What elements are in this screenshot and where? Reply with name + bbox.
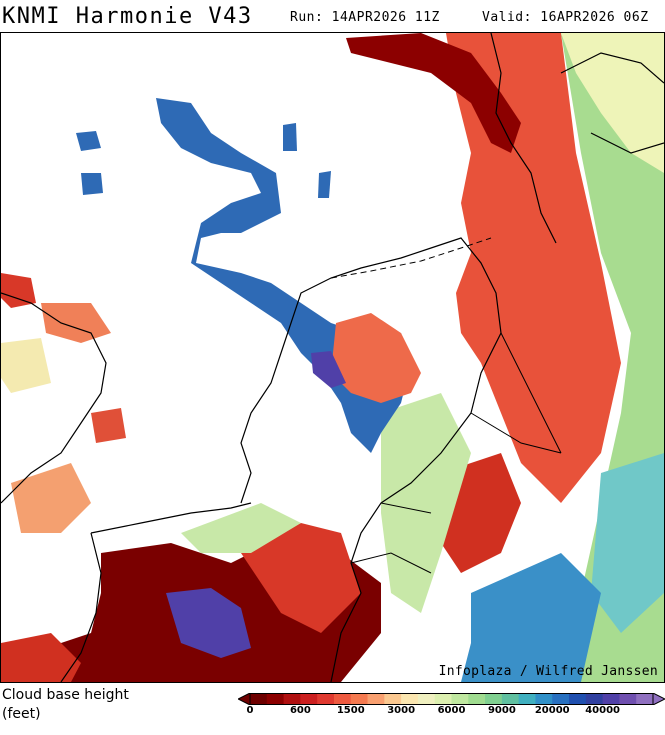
cloud-band-darkred-north	[346, 33, 521, 153]
cloud-band-orange-west	[41, 303, 111, 343]
cloud-band-orange-sw	[11, 463, 91, 533]
colorbar-swatch	[535, 693, 553, 705]
colorbar-outline	[249, 693, 654, 705]
cloud-band-orange-ijssel	[331, 313, 421, 403]
colorbar-swatch	[417, 693, 436, 705]
colorbar-swatch	[434, 693, 452, 705]
colorbar-swatch	[283, 693, 301, 705]
app-title: KNMI Harmonie V43	[2, 4, 253, 29]
legend-tick-label: 0	[246, 705, 254, 716]
credit-label: Infoplaza / Wilfred Janssen	[438, 664, 658, 679]
cloud-band-green-center	[381, 393, 471, 613]
colorbar-swatch	[602, 693, 620, 705]
colorbar-swatch	[468, 693, 486, 705]
cloud-band-blue-small4	[318, 171, 331, 198]
cloud-band-yellow-northeast	[561, 33, 664, 173]
colorbar-swatch	[518, 693, 536, 705]
colorbar-swatch	[401, 693, 419, 705]
cloud-band-blue-small1	[76, 131, 101, 151]
cloud-band-purple-center	[311, 351, 346, 388]
cloud-band-red-east	[446, 33, 621, 503]
legend-tick-label: 9000	[487, 705, 516, 716]
cloud-band-blue-small2	[81, 173, 103, 195]
cloud-band-red-west2	[91, 408, 126, 443]
cloud-band-blue-southeast	[461, 553, 601, 682]
legend-tick-label: 600	[289, 705, 311, 716]
colorbar-swatch	[569, 693, 587, 705]
sea-boundary	[330, 237, 492, 279]
cloud-band-red-southwest	[241, 523, 361, 633]
legend-title-line1: Cloud base height	[2, 687, 129, 703]
colorbar-swatch	[350, 693, 369, 705]
coastline-france	[60, 502, 252, 682]
colorbar-swatch	[501, 693, 520, 705]
colorbar-swatch	[266, 693, 285, 705]
map-panel: Infoplaza / Wilfred Janssen	[0, 32, 665, 683]
header: KNMI Harmonie V43 Run: 14APR2026 11Z Val…	[0, 0, 665, 32]
colorbar-swatch	[485, 693, 503, 705]
cloud-band-green-south	[181, 503, 301, 553]
colorbar-swatch	[619, 693, 637, 705]
coastline-netherlands	[240, 237, 502, 682]
legend-tick-label: 3000	[387, 705, 416, 716]
legend-title-line2: (feet)	[2, 706, 41, 722]
legend-tick-label: 40000	[585, 705, 621, 716]
colorbar-swatch	[333, 693, 352, 705]
coastline-uk	[1, 292, 107, 504]
colorbar-swatch	[367, 693, 385, 705]
colorbar-swatch	[384, 693, 402, 705]
coastline-denmark	[490, 33, 664, 244]
colorbar-swatch	[552, 693, 570, 705]
legend-tick-label: 1500	[336, 705, 365, 716]
colorbar-swatch	[250, 693, 268, 705]
legend-tick-label: 6000	[437, 705, 466, 716]
colorbar-swatch	[636, 693, 654, 705]
cloud-band-yellow-west	[1, 338, 51, 393]
colorbar-arrow-left	[238, 693, 251, 705]
colorbar-swatch	[585, 693, 604, 705]
colorbar-swatch	[300, 693, 318, 705]
colorbar-swatch	[317, 693, 335, 705]
cloud-band-purple-southwest	[166, 588, 251, 658]
cloud-band-blue-small3	[283, 123, 297, 151]
forecast-map	[1, 33, 664, 682]
legend-tick-label: 20000	[534, 705, 570, 716]
cloud-band-lightblue-east	[591, 453, 664, 633]
border-lines	[350, 332, 562, 574]
valid-time-label: Valid: 16APR2026 06Z	[482, 10, 649, 25]
run-time-label: Run: 14APR2026 11Z	[290, 10, 440, 25]
colorbar-arrow-right	[652, 693, 665, 705]
legend-title: Cloud base height (feet)	[2, 686, 129, 724]
cloud-band-red-bottomleft	[1, 633, 81, 682]
colorbar-swatch	[451, 693, 469, 705]
legend-colorbar	[238, 693, 665, 705]
cloud-band-red-west	[1, 273, 36, 308]
